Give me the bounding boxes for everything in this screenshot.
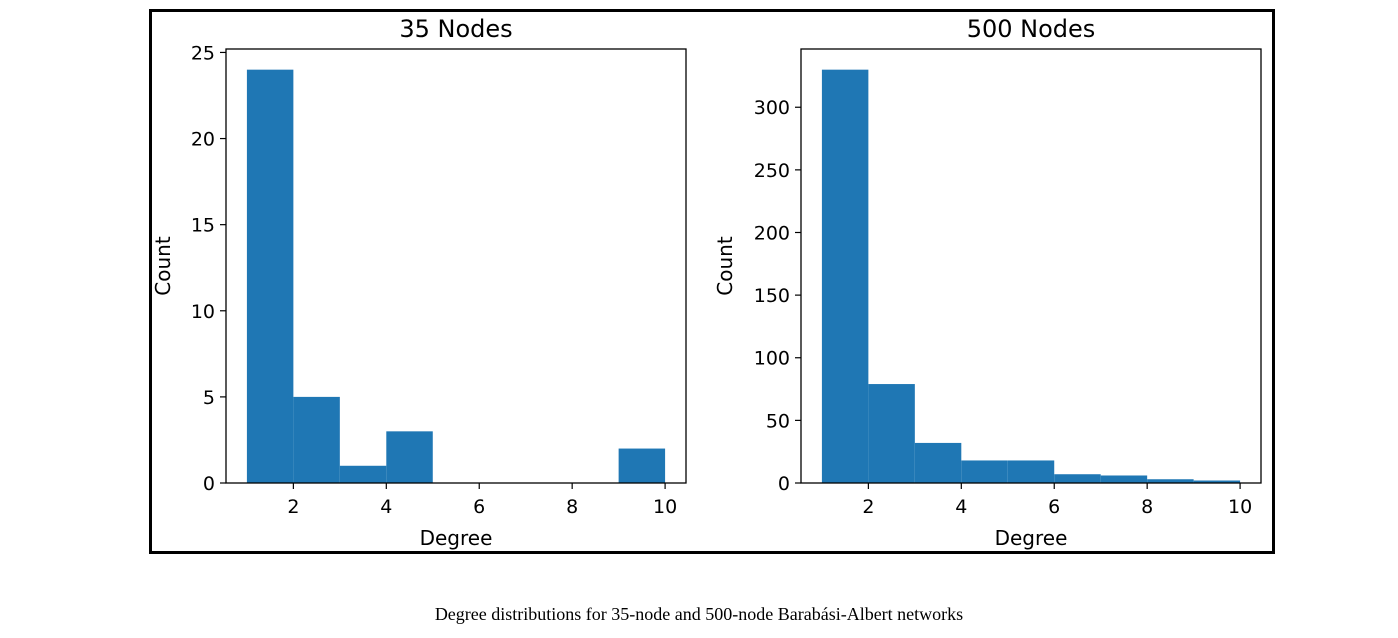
y-tick-label-0-2: 10	[191, 301, 215, 323]
chart-title-1: 500 Nodes	[967, 15, 1096, 43]
x-tick-label-1-3: 8	[1141, 496, 1153, 518]
y-tick-label-1-3: 150	[754, 285, 790, 307]
bar-1-4	[1007, 460, 1055, 483]
y-axis-label-0: Count	[151, 236, 175, 296]
x-tick-label-1-2: 6	[1048, 496, 1060, 518]
y-tick-label-1-1: 50	[766, 410, 790, 432]
x-tick-label-0-3: 8	[566, 496, 578, 518]
bar-1-6	[1100, 475, 1148, 483]
x-tick-label-0-2: 6	[473, 496, 485, 518]
axes-box-0	[225, 48, 687, 484]
y-tick-label-0-5: 25	[191, 42, 215, 64]
axes-box-1	[800, 48, 1262, 484]
bar-1-8	[1193, 480, 1241, 483]
bar-1-5	[1054, 474, 1101, 483]
x-tick-label-1-0: 2	[862, 496, 874, 518]
y-tick-label-0-4: 20	[191, 129, 215, 151]
y-tick-label-1-6: 300	[754, 97, 790, 119]
bar-1-2	[914, 442, 962, 483]
y-tick-label-1-4: 200	[754, 222, 790, 244]
y-axis-label-1: Count	[713, 236, 737, 296]
y-tick-label-1-0: 0	[778, 473, 790, 495]
x-tick-label-1-4: 10	[1228, 496, 1252, 518]
y-tick-label-1-2: 100	[754, 348, 790, 370]
x-tick-label-0-0: 2	[287, 496, 299, 518]
bar-1-0	[821, 69, 869, 484]
bar-1-7	[1147, 479, 1194, 483]
chart-title-0: 35 Nodes	[399, 15, 512, 43]
bar-0-3	[386, 431, 433, 483]
y-tick-label-1-5: 250	[754, 160, 790, 182]
bar-0-2	[339, 465, 387, 483]
x-tick-label-0-1: 4	[380, 496, 392, 518]
x-tick-label-0-4: 10	[653, 496, 677, 518]
y-tick-label-0-0: 0	[203, 473, 215, 495]
x-axis-label-1: Degree	[995, 526, 1068, 550]
figure-caption: Degree distributions for 35-node and 500…	[434, 604, 964, 624]
x-axis-label-0: Degree	[420, 526, 493, 550]
bar-0-8	[618, 448, 666, 483]
y-tick-label-0-1: 5	[203, 387, 215, 409]
bar-0-1	[293, 396, 340, 483]
bar-0-0	[246, 69, 294, 484]
bar-1-3	[961, 460, 1008, 483]
y-tick-label-0-3: 15	[191, 215, 215, 237]
bar-1-1	[868, 384, 915, 483]
x-tick-label-1-1: 4	[955, 496, 967, 518]
